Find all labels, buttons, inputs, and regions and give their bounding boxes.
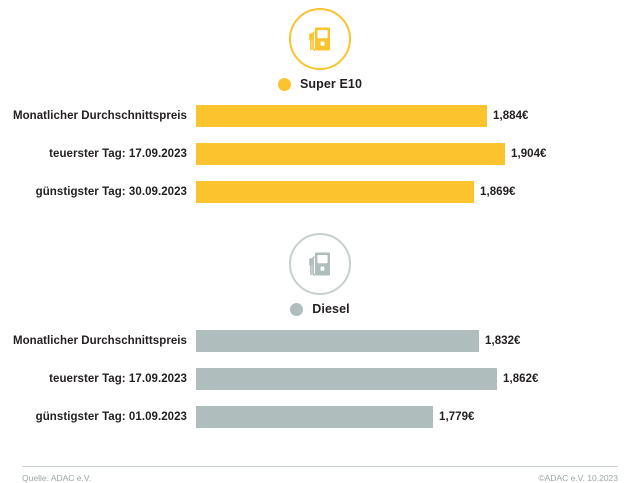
bar-track: 1,779€ — [196, 406, 640, 428]
legend-label-diesel: Diesel — [312, 302, 350, 316]
bar-rows-super-e10: Monatlicher Durchschnittspreis 1,884€ te… — [0, 105, 640, 203]
legend-dot-diesel — [290, 302, 304, 316]
bar-diesel-avg — [196, 330, 479, 352]
bar-value-label: 1,869€ — [480, 186, 516, 198]
bar-track: 1,904€ — [196, 143, 640, 165]
table-row: günstigster Tag: 01.09.2023 1,779€ — [0, 406, 640, 428]
fuel-pump-icon — [289, 8, 351, 70]
bar-value-label: 1,832€ — [485, 335, 521, 347]
panel-header-diesel: Diesel — [0, 233, 640, 316]
bar-diesel-min — [196, 406, 433, 428]
footer: Quelle: ADAC e.V. ©ADAC e.V. 10.2023 — [22, 473, 618, 483]
bar-super-e10-max — [196, 143, 505, 165]
bar-value-label: 1,862€ — [503, 373, 539, 385]
bar-category-label: günstigster Tag: 01.09.2023 — [35, 411, 187, 423]
bar-track: 1,862€ — [196, 368, 640, 390]
bar-value-label: 1,884€ — [493, 110, 529, 122]
panel-header-super-e10: Super E10 — [0, 8, 640, 91]
legend-dot-super-e10 — [277, 77, 291, 91]
table-row: teuerster Tag: 17.09.2023 1,904€ — [0, 143, 640, 165]
bar-rows-diesel: Monatlicher Durchschnittspreis 1,832€ te… — [0, 330, 640, 428]
footer-copyright: ©ADAC e.V. 10.2023 — [538, 473, 618, 483]
bar-value-label: 1,904€ — [511, 148, 547, 160]
panel-super-e10: Super E10 Monatlicher Durchschnittspreis… — [0, 8, 640, 203]
footer-divider — [22, 466, 618, 467]
legend-label-super-e10: Super E10 — [299, 77, 363, 91]
bar-value-label: 1,779€ — [439, 411, 475, 423]
bar-super-e10-min — [196, 181, 474, 203]
table-row: Monatlicher Durchschnittspreis 1,884€ — [0, 105, 640, 127]
bar-track: 1,869€ — [196, 181, 640, 203]
bar-super-e10-avg — [196, 105, 487, 127]
table-row: Monatlicher Durchschnittspreis 1,832€ — [0, 330, 640, 352]
bar-category-label: teuerster Tag: 17.09.2023 — [49, 373, 187, 385]
bar-diesel-max — [196, 368, 497, 390]
table-row: günstigster Tag: 30.09.2023 1,869€ — [0, 181, 640, 203]
bar-category-label: teuerster Tag: 17.09.2023 — [49, 148, 187, 160]
fuel-pump-icon — [289, 233, 351, 295]
footer-source: Quelle: ADAC e.V. — [22, 473, 92, 483]
bar-track: 1,832€ — [196, 330, 640, 352]
legend-diesel: Diesel — [290, 302, 350, 316]
bar-category-label: günstigster Tag: 30.09.2023 — [35, 186, 187, 198]
bar-category-label: Monatlicher Durchschnittspreis — [12, 110, 187, 122]
bar-track: 1,884€ — [196, 105, 640, 127]
table-row: teuerster Tag: 17.09.2023 1,862€ — [0, 368, 640, 390]
bar-category-label: Monatlicher Durchschnittspreis — [12, 335, 187, 347]
legend-super-e10: Super E10 — [277, 77, 363, 91]
panel-diesel: Diesel Monatlicher Durchschnittspreis 1,… — [0, 233, 640, 428]
